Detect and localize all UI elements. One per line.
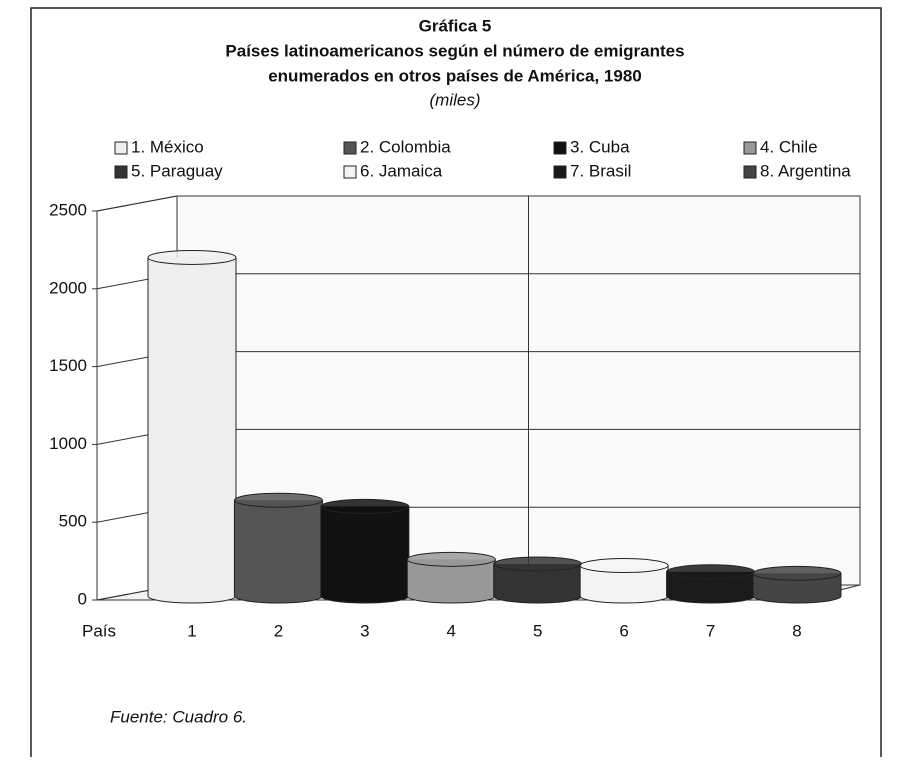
legend-swatch [553,165,567,179]
legend-swatch [743,165,757,179]
y-tick-label: 2500 [49,200,87,219]
legend-label: 6. Jamaica [360,161,443,180]
y-tick-label: 0 [78,589,87,608]
chart-title: Gráfica 5 [419,16,492,35]
bar-cap [233,492,323,508]
bar [234,500,323,596]
legend-label: 2. Colombia [360,137,451,156]
y-tick-label: 1500 [49,356,87,375]
bar-cap [147,249,237,265]
x-axis-label: País [82,621,116,640]
bar-cap [320,498,410,514]
legend-label: 5. Paraguay [131,161,223,180]
legend-swatch [114,165,128,179]
legend-label: 8. Argentina [760,161,851,180]
y-tick-label: 1000 [49,434,87,453]
bar-cap [579,558,669,574]
legend-swatch [114,141,128,155]
chart-subtitle: (miles) [430,90,481,109]
x-tick-label: 7 [706,621,715,640]
x-tick-label: 8 [792,621,801,640]
chart-subtitle: Países latinoamericanos según el número … [225,41,684,60]
bar-cap [493,556,583,572]
bar-cap [406,551,496,567]
legend-swatch [343,141,357,155]
x-tick-label: 6 [619,621,628,640]
legend-swatch [553,141,567,155]
legend-label: 1. México [131,137,204,156]
legend-label: 3. Cuba [570,137,630,156]
x-tick-label: 2 [274,621,283,640]
legend-swatch [743,141,757,155]
bar [320,506,409,596]
x-tick-label: 5 [533,621,542,640]
legend-swatch [343,165,357,179]
y-tick-label: 500 [59,512,87,531]
legend-label: 4. Chile [760,137,818,156]
grid-line [96,195,178,212]
bar-cap [752,565,842,581]
source-note: Fuente: Cuadro 6. [110,707,247,726]
x-tick-label: 3 [360,621,369,640]
chart-subtitle: enumerados en otros países de América, 1… [268,66,642,85]
x-tick-label: 4 [447,621,456,640]
y-tick-label: 2000 [49,278,87,297]
bar-cap [666,564,756,580]
legend-label: 7. Brasil [570,161,631,180]
bar [148,257,236,596]
x-tick-label: 1 [187,621,196,640]
